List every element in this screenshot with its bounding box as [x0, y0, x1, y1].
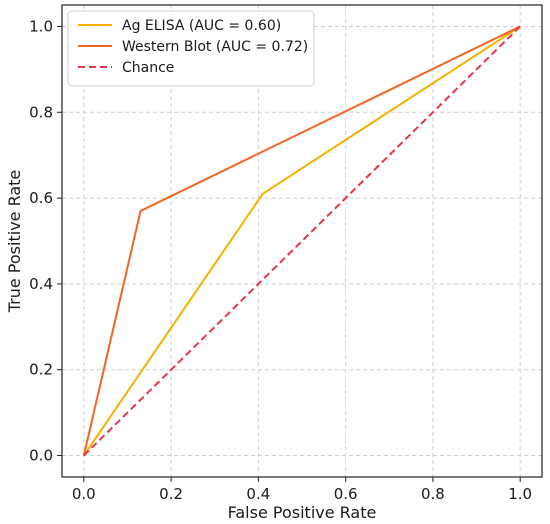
y-axis-label: True Positive Rate — [5, 170, 24, 314]
x-tick-label: 0.6 — [334, 485, 358, 503]
series-line-1 — [82, 25, 521, 456]
axis-ticks: 0.0 0.2 0.4 0.6 0.8 1.0 0.0 0.2 0.4 0.6 0.8 1.0 — [29, 17, 532, 503]
legend-label: Western Blot (AUC = 0.72) — [122, 39, 308, 55]
y-tick-label: 0.4 — [29, 275, 53, 293]
series-lines — [82, 25, 521, 457]
x-tick-label: 0.8 — [421, 485, 445, 503]
x-tick-label: 0.4 — [246, 485, 270, 503]
y-tick-label: 0.6 — [29, 189, 53, 207]
series-line-2 — [83, 25, 521, 457]
legend-box — [67, 10, 315, 87]
legend-label: Ag ELISA (AUC = 0.60) — [122, 18, 281, 34]
series-line-0 — [82, 25, 521, 457]
plot-frame — [61, 4, 543, 478]
x-tick-label: 0.0 — [72, 485, 96, 503]
y-tick-label: 0.0 — [29, 447, 53, 465]
y-tick-label: 1.0 — [29, 17, 53, 35]
y-tick-label: 0.2 — [29, 361, 53, 379]
legend: Ag ELISA (AUC = 0.60) Western Blot (AUC =… — [67, 10, 315, 87]
legend-label: Chance — [122, 60, 174, 76]
x-axis-label: False Positive Rate — [228, 503, 377, 522]
x-tick-label: 0.2 — [159, 485, 183, 503]
x-tick-label: 1.0 — [508, 485, 532, 503]
y-tick-label: 0.8 — [29, 103, 53, 121]
